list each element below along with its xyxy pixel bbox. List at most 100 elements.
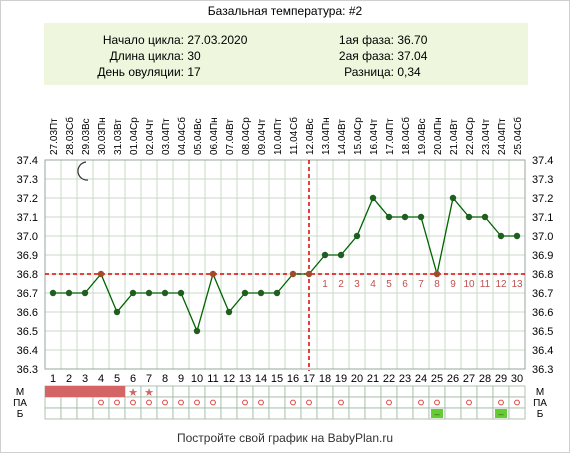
temperature-point [49, 289, 57, 297]
cycle-start-value: 27.03.2020 [187, 33, 248, 47]
temperature-point [513, 232, 521, 240]
test-row-cell [396, 407, 414, 420]
weekday-label: Ср [465, 117, 476, 130]
day-number-label: 3 [82, 373, 88, 385]
menses-row-cell [156, 385, 174, 398]
temperature-point [257, 289, 265, 297]
test-row-cell [204, 407, 222, 420]
weekday-label: Пн [321, 117, 332, 130]
y-tick-label-right: 37.0 [532, 231, 553, 243]
test-row-cell [44, 407, 62, 420]
intercourse-row-cell [76, 396, 94, 409]
day-number-label: 15 [271, 373, 283, 385]
date-label: 28.03 [65, 130, 76, 155]
row-label-left: Б [17, 409, 24, 420]
intercourse-row-cell [412, 396, 430, 409]
intercourse-row-cell [220, 396, 238, 409]
temperature-point [449, 194, 457, 202]
date-label: 24.04 [497, 130, 508, 155]
menses-row-cell [188, 385, 206, 398]
date-label: 25.04 [513, 130, 524, 155]
day-number-label: 11 [207, 373, 218, 385]
y-tick-label-right: 36.4 [532, 345, 553, 357]
weekday-label: Пт [49, 118, 60, 130]
y-tick-label-left: 36.9 [17, 250, 38, 262]
temperature-point [81, 289, 89, 297]
test-row-cell [332, 407, 350, 420]
temperature-point [289, 270, 297, 278]
weekday-label: Чт [369, 118, 380, 130]
weekday-label: Сб [400, 117, 412, 130]
star-marker: ★ [128, 387, 138, 399]
day-number-label: 27 [463, 373, 475, 385]
chart-title: Базальная температура: #2 [207, 4, 363, 18]
cycle-info-panel: Начало цикла: 27.03.2020 Длина цикла: 30… [44, 23, 528, 85]
weekday-label: Сб [512, 117, 524, 130]
menses-row-cell [220, 385, 238, 398]
date-label: 29.03 [81, 130, 92, 155]
intercourse-marker [434, 399, 440, 406]
day-number-label: 26 [447, 373, 459, 385]
test-row-cell [300, 407, 318, 420]
intercourse-marker [194, 399, 200, 406]
day-number-label: 7 [146, 373, 152, 385]
cycle-start-row: Начало цикла: 27.03.2020 [74, 33, 248, 47]
menses-row-cell [284, 385, 302, 398]
intercourse-row-cell [268, 396, 286, 409]
weekday-label: Сб [64, 117, 76, 130]
date-label: 19.04 [417, 130, 428, 155]
intercourse-row-cell [284, 396, 302, 409]
date-label: 21.04 [449, 130, 460, 155]
temperature-point [225, 308, 233, 316]
date-label: 12.04 [305, 130, 316, 155]
post-ovulation-day-label: 6 [402, 279, 408, 290]
menses-row-cell [444, 385, 462, 398]
y-tick-label-right: 36.6 [532, 307, 553, 319]
intercourse-row-cell [44, 396, 62, 409]
day-number-label: 21 [367, 373, 379, 385]
menses-row-cell [332, 385, 350, 398]
weekday-label: Сб [176, 117, 188, 130]
day-number-label: 14 [255, 373, 267, 385]
intercourse-marker [338, 399, 344, 406]
difference-label: Разница: [344, 65, 394, 79]
footer-link-text[interactable]: Постройте свой график на BabyPlan.ru [176, 431, 394, 445]
date-label: 14.04 [337, 130, 348, 155]
y-tick-label-left: 37.2 [17, 193, 38, 205]
menses-row-cell [204, 385, 222, 398]
row-label-left: М [16, 387, 24, 398]
weekday-label: Вс [81, 118, 92, 130]
date-label: 22.04 [465, 130, 476, 155]
weekday-label: Ср [353, 117, 364, 130]
date-label: 16.04 [369, 130, 380, 155]
menses-row-cell [300, 385, 318, 398]
temperature-point [417, 213, 425, 221]
temperature-point [209, 270, 217, 278]
post-ovulation-day-label: 7 [418, 279, 424, 290]
intercourse-marker [114, 399, 120, 406]
intercourse-row-cell [396, 396, 414, 409]
day-number-label: 17 [303, 373, 315, 385]
day-number-label: 28 [479, 373, 491, 385]
date-label: 03.04 [161, 130, 172, 155]
test-row-cell [92, 407, 110, 420]
test-row-cell [284, 407, 302, 420]
cycle-length-label: Длина цикла: [109, 49, 184, 63]
test-row-cell [140, 407, 158, 420]
temperature-point [481, 213, 489, 221]
date-label: 04.04 [177, 130, 188, 155]
intercourse-row-cell [460, 396, 478, 409]
weekday-label: Ср [241, 117, 252, 130]
weekday-label: Ср [129, 117, 140, 130]
day-number-label: 18 [319, 373, 331, 385]
test-row-cell [412, 407, 430, 420]
day-number-label: 19 [335, 373, 347, 385]
test-row-cell [252, 407, 270, 420]
intercourse-row-cell [172, 396, 190, 409]
y-tick-label-right: 36.3 [532, 364, 553, 376]
y-tick-label-right: 36.7 [532, 288, 553, 300]
difference-value: 0,34 [397, 65, 421, 79]
moon-icon [77, 161, 89, 181]
date-label: 17.04 [385, 130, 396, 155]
y-tick-label-left: 36.7 [17, 288, 38, 300]
